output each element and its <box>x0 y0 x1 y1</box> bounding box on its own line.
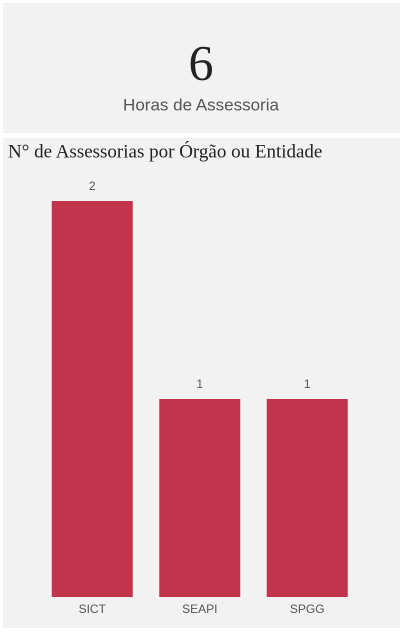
x-tick-label: SPGG <box>290 602 325 616</box>
data-label: 1 <box>196 377 203 391</box>
kpi-card <box>3 3 400 133</box>
data-label: 2 <box>89 179 96 193</box>
chart-title: N° de Assessorias por Órgão ou Entidade <box>8 140 322 162</box>
bar <box>266 399 348 597</box>
kpi-label: Horas de Assessoria <box>123 95 279 114</box>
x-tick-label: SEAPI <box>182 602 217 616</box>
kpi-value: 6 <box>189 34 214 90</box>
bar <box>159 399 241 597</box>
bar <box>51 201 133 597</box>
data-label: 1 <box>304 377 311 391</box>
x-tick-label: SICT <box>79 602 107 616</box>
